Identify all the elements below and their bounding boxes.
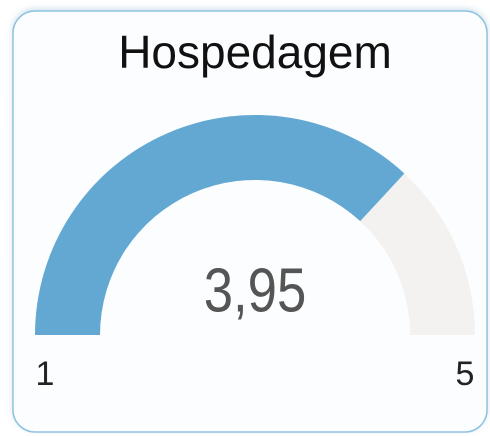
gauge-tick-label: 1 xyxy=(36,355,55,393)
gauge-value-arc xyxy=(35,115,405,335)
gauge-tick-label: 5 xyxy=(456,355,475,393)
card-frame xyxy=(12,10,488,433)
chart-title: Hospedagem xyxy=(118,26,392,78)
gauge-value-label: 3,95 xyxy=(204,256,307,325)
